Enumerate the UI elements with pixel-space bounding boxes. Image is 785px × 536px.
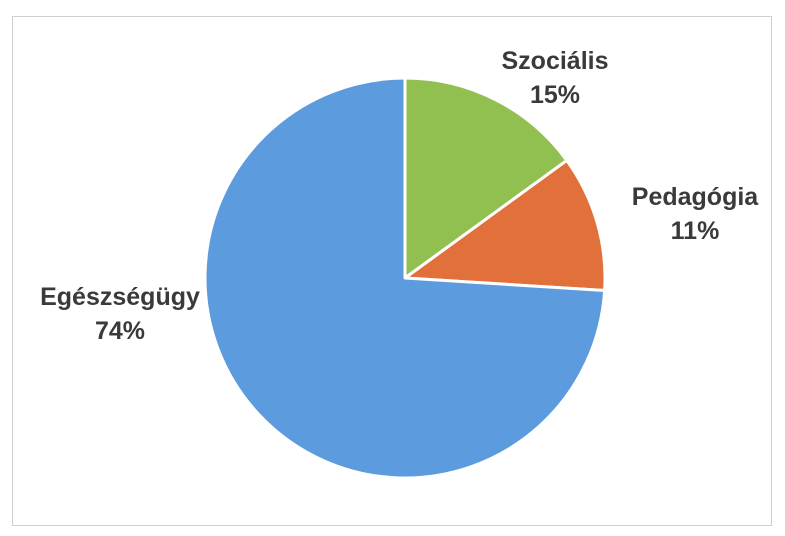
slice-label-szocialis: Szociális 15% <box>490 44 620 112</box>
slice-egeszsegugy <box>203 76 607 480</box>
slice-szocialis <box>403 76 569 280</box>
slice-pedagogia <box>403 158 607 293</box>
slice-label-pedagogia-name: Pedagógia <box>631 183 759 211</box>
slice-label-egeszsegugy: Egészségügy 74% <box>30 280 210 348</box>
slice-label-egeszsegugy-value: 74% <box>94 317 146 345</box>
slice-label-pedagogia: Pedagógia 11% <box>620 180 770 248</box>
slice-label-szocialis-name: Szociális <box>501 47 609 75</box>
slice-label-szocialis-value: 15% <box>529 81 581 109</box>
slice-label-egeszsegugy-name: Egészségügy <box>40 283 200 311</box>
slice-label-pedagogia-value: 11% <box>670 217 720 245</box>
